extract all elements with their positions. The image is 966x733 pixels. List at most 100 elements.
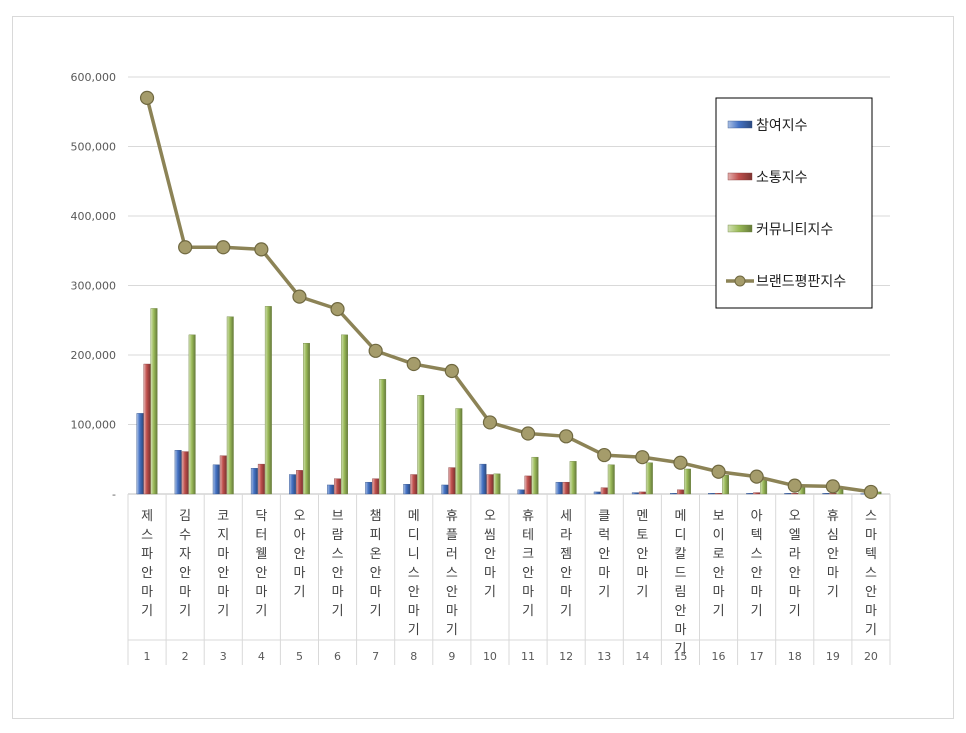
rank-label: 17 [750,650,764,663]
bar-참여지수 [517,489,525,495]
legend-swatch [727,224,753,233]
bar-참여지수 [822,493,830,495]
bar-소통지수 [448,467,456,495]
bar-소통지수 [181,451,189,495]
bar-참여지수 [136,413,144,495]
bar-커뮤니티지수 [684,468,691,495]
bar-커뮤니티지수 [455,408,463,495]
line-point-브랜드평판지수 [444,363,459,379]
bar-커뮤니티지수 [493,473,501,495]
line-point-브랜드평판지수 [825,479,840,494]
rank-label: 4 [258,650,265,663]
bar-참여지수 [327,484,334,495]
bar-커뮤니티지수 [303,342,310,495]
legend-label: 소통지수 [756,170,808,186]
bar-커뮤니티지수 [188,334,196,495]
rank-label: 8 [410,650,417,663]
bar-소통지수 [219,455,227,495]
rank-label: 11 [521,650,535,663]
bar-소통지수 [791,493,799,495]
rank-label: 10 [483,650,497,663]
line-point-브랜드평판지수 [787,478,802,493]
bar-소통지수 [296,470,303,495]
line-point-브랜드평판지수 [254,242,269,257]
bar-커뮤니티지수 [722,475,729,495]
bar-참여지수 [250,468,258,495]
bar-참여지수 [479,463,487,495]
line-point-브랜드평판지수 [292,289,307,304]
bar-커뮤니티지수 [226,316,234,495]
rank-label: 7 [372,650,379,663]
bar-소통지수 [372,478,380,495]
y-tick-label: 400,000 [71,210,117,223]
bar-소통지수 [143,363,151,495]
legend-label: 참여지수 [756,118,808,134]
legend-label: 커뮤니티지수 [756,222,833,238]
line-point-브랜드평판지수 [330,302,345,317]
bar-소통지수 [524,475,532,495]
bar-소통지수 [600,487,608,495]
line-point-브랜드평판지수 [520,426,536,441]
y-tick-label: 500,000 [71,141,117,154]
rank-label: 9 [448,650,455,663]
bar-소통지수 [486,474,494,495]
bar-커뮤니티지수 [607,464,615,495]
line-point-브랜드평판지수 [749,469,764,484]
line-point-브랜드평판지수 [178,240,193,255]
line-point-브랜드평판지수 [139,90,155,105]
bar-소통지수 [715,493,722,495]
bar-참여지수 [784,493,792,495]
bar-참여지수 [593,491,601,495]
rank-label: 12 [559,650,573,663]
y-tick-label: 600,000 [71,71,117,84]
line-point-브랜드평판지수 [597,447,612,463]
rank-label: 5 [296,650,303,663]
bar-참여지수 [403,484,411,495]
bar-커뮤니티지수 [341,334,348,495]
bar-커뮤니티지수 [379,379,387,495]
bar-참여지수 [289,474,296,495]
bar-참여지수 [555,481,563,495]
bar-커뮤니티지수 [531,456,539,495]
rank-label: 13 [597,650,611,663]
legend-box [715,97,873,309]
rank-label: 20 [864,650,878,663]
bar-소통지수 [753,492,761,495]
line-point-브랜드평판지수 [368,343,383,358]
line-point-브랜드평판지수 [559,429,574,444]
rank-label: 14 [635,650,649,663]
y-tick-label: 300,000 [71,280,117,293]
bar-참여지수 [174,450,182,495]
rank-label: 19 [826,650,840,663]
bar-소통지수 [638,491,646,495]
bar-커뮤니티지수 [417,395,425,495]
y-tick-label: 200,000 [71,349,117,362]
y-tick-label: - [112,488,116,501]
bar-소통지수 [677,489,684,495]
rank-label: 18 [788,650,802,663]
rank-label: 3 [220,650,227,663]
rank-label: 1 [144,650,151,663]
bar-참여지수 [365,481,373,495]
line-point-브랜드평판지수 [711,464,726,479]
legend-swatch [727,172,753,181]
legend-label: 브랜드평판지수 [756,274,846,290]
line-point-브랜드평판지수 [216,240,231,255]
